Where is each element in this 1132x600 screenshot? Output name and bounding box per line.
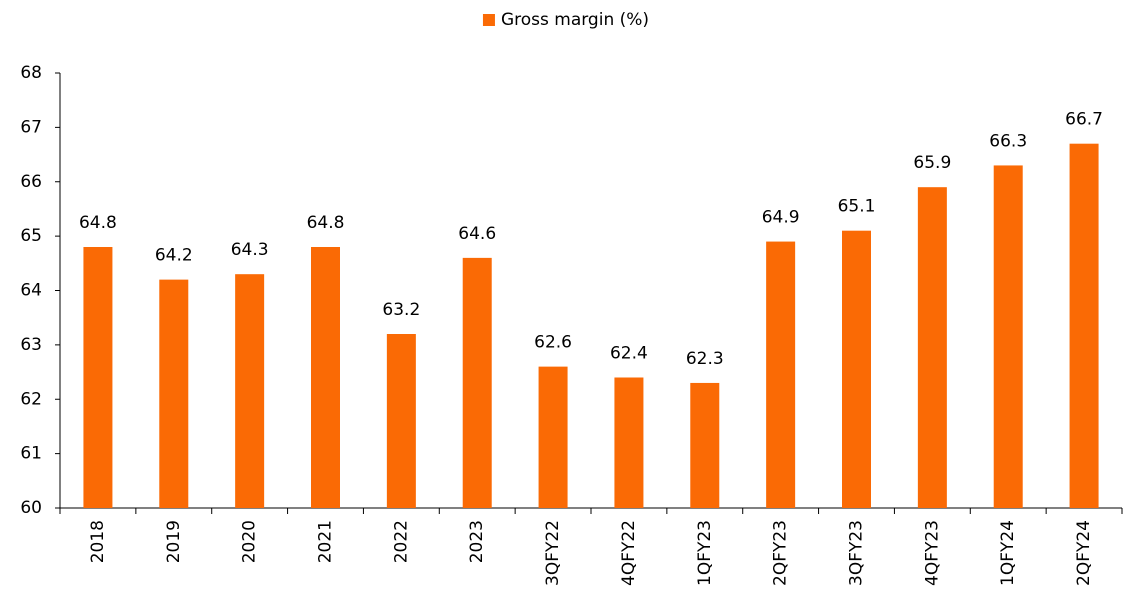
bar bbox=[462, 257, 492, 508]
data-label: 65.9 bbox=[913, 153, 951, 173]
y-tick-label: 65 bbox=[20, 226, 42, 246]
x-tick-label: 3QFY23 bbox=[847, 520, 867, 586]
x-tick-label: 4QFY22 bbox=[619, 520, 639, 586]
data-label: 64.2 bbox=[155, 246, 193, 266]
data-label: 66.3 bbox=[989, 131, 1027, 151]
data-label: 66.7 bbox=[1065, 110, 1103, 130]
x-tick-label: 1QFY23 bbox=[695, 520, 715, 586]
x-tick-label: 2021 bbox=[316, 520, 336, 563]
x-tick-label: 4QFY23 bbox=[922, 520, 942, 586]
data-label: 64.3 bbox=[231, 240, 269, 260]
x-tick-label: 2018 bbox=[88, 520, 108, 563]
data-label: 62.3 bbox=[686, 349, 724, 369]
x-tick-label: 2023 bbox=[467, 520, 487, 563]
y-tick-label: 68 bbox=[20, 63, 42, 83]
y-tick-label: 60 bbox=[20, 498, 42, 518]
bar bbox=[614, 377, 644, 508]
bar bbox=[993, 165, 1023, 508]
y-tick-label: 61 bbox=[20, 444, 42, 464]
bar bbox=[235, 274, 265, 508]
data-label: 62.6 bbox=[534, 333, 572, 353]
data-label: 64.8 bbox=[307, 213, 345, 233]
data-label: 64.9 bbox=[762, 208, 800, 228]
y-tick-label: 63 bbox=[20, 335, 42, 355]
bar bbox=[1069, 143, 1099, 508]
y-tick-label: 67 bbox=[20, 117, 42, 137]
x-tick-label: 2022 bbox=[391, 520, 411, 563]
y-tick-label: 64 bbox=[20, 281, 42, 301]
data-label: 64.8 bbox=[79, 213, 117, 233]
data-label: 65.1 bbox=[838, 197, 876, 217]
legend-label: Gross margin (%) bbox=[501, 10, 649, 30]
bar bbox=[766, 241, 796, 508]
x-tick-label: 1QFY24 bbox=[998, 520, 1018, 586]
x-tick-label: 2QFY24 bbox=[1074, 520, 1094, 586]
data-label: 64.6 bbox=[458, 224, 496, 244]
x-tick-label: 2QFY23 bbox=[771, 520, 791, 586]
bar bbox=[538, 366, 568, 508]
bar bbox=[386, 334, 416, 508]
data-label: 63.2 bbox=[382, 300, 420, 320]
y-tick-label: 62 bbox=[20, 389, 42, 409]
legend-swatch bbox=[482, 14, 495, 26]
bar bbox=[83, 247, 113, 508]
data-label: 62.4 bbox=[610, 344, 648, 364]
bar bbox=[690, 382, 720, 508]
x-tick-label: 2020 bbox=[240, 520, 260, 563]
bar bbox=[917, 187, 947, 508]
bar bbox=[842, 230, 871, 508]
bar bbox=[311, 247, 340, 508]
bar bbox=[159, 279, 189, 508]
x-tick-label: 2019 bbox=[164, 520, 184, 563]
y-tick-label: 66 bbox=[20, 172, 42, 192]
x-tick-label: 3QFY22 bbox=[543, 520, 563, 586]
